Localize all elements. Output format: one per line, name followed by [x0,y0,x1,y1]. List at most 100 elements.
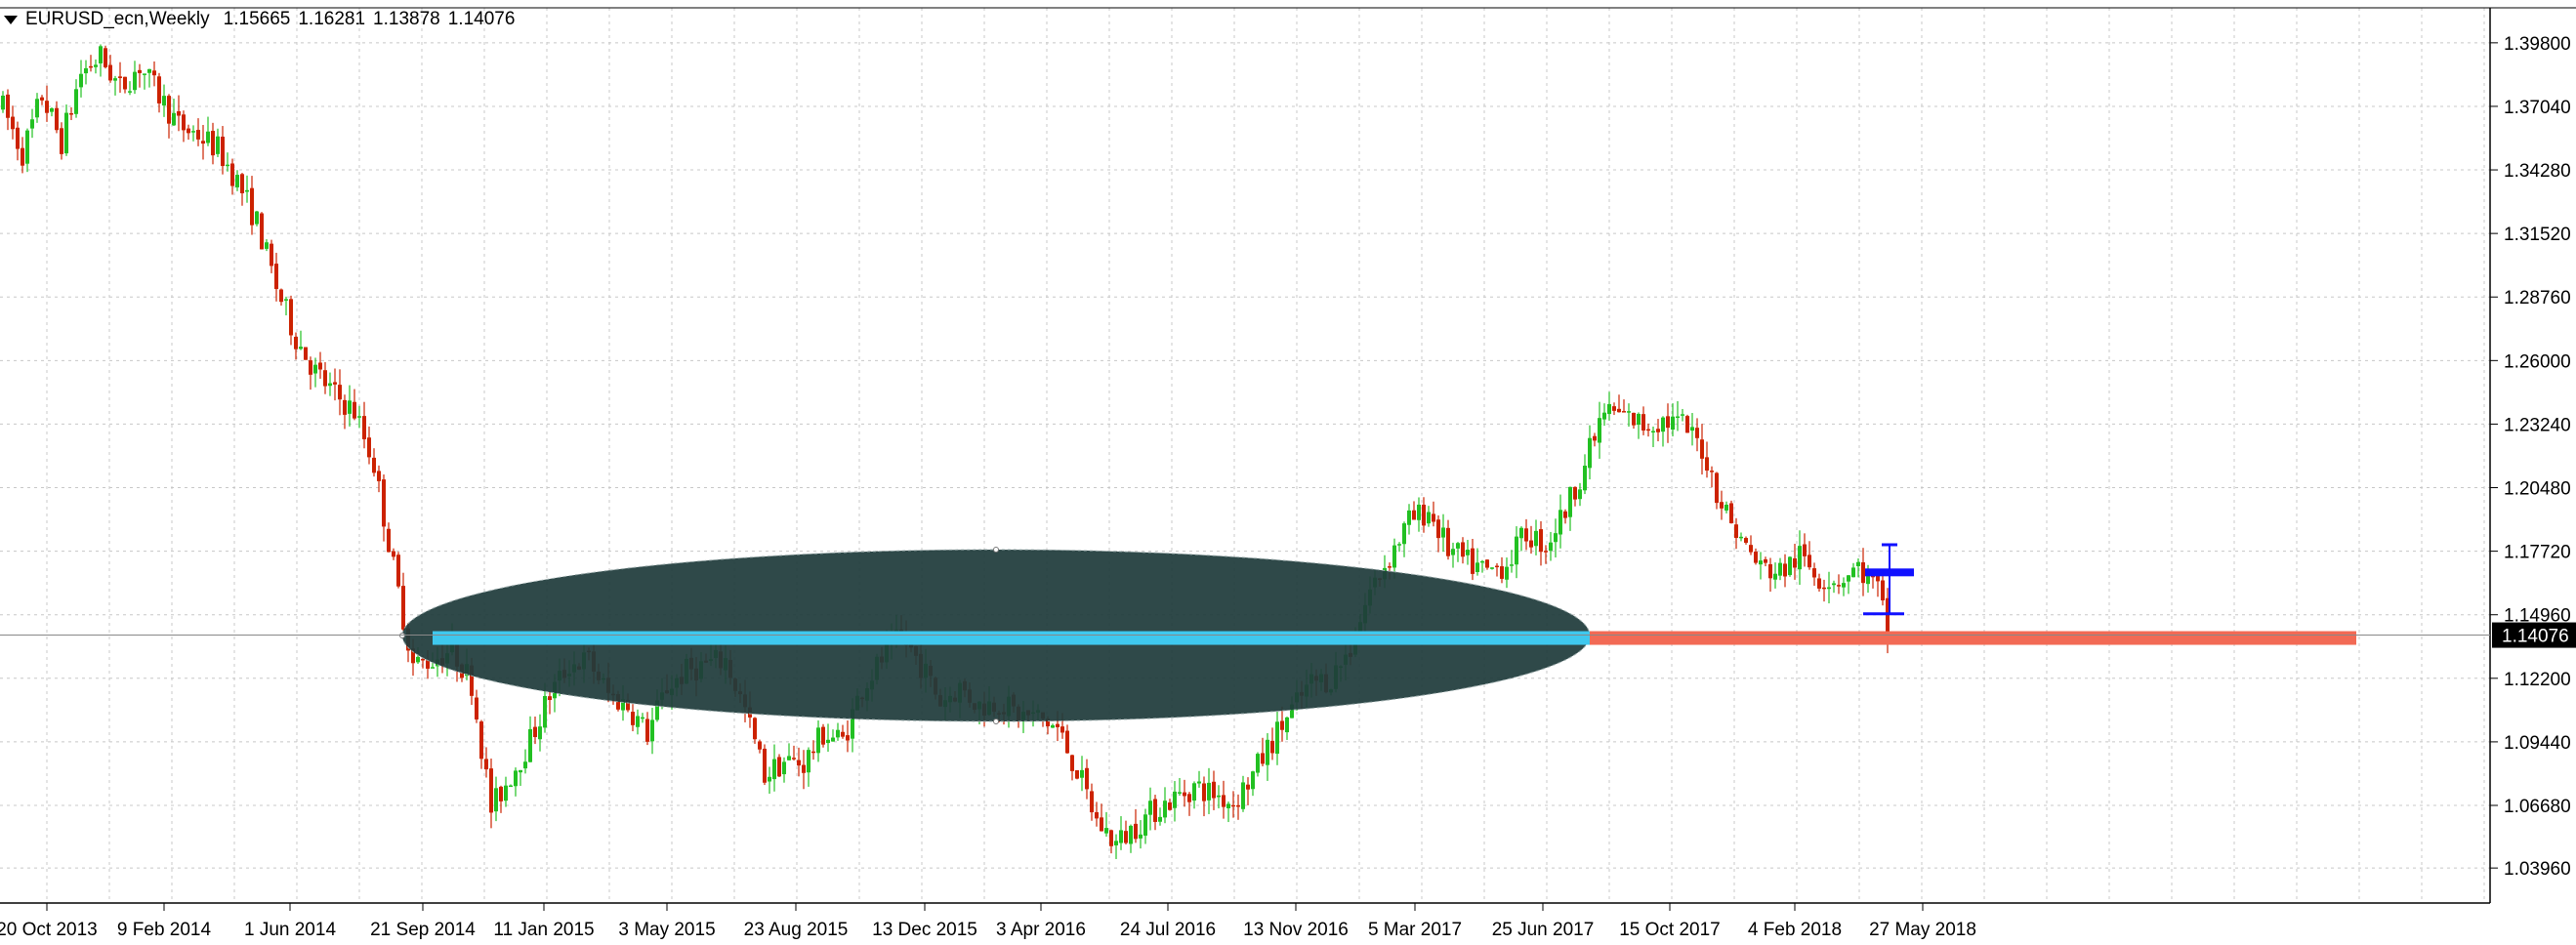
candle-body [1510,564,1514,566]
candle-body [1100,817,1103,832]
candle [631,704,635,732]
y-tick-label: 1.14960 [2504,606,2571,627]
candle-body [1724,504,1728,511]
candle-body [807,750,810,773]
candle-body [1280,720,1284,730]
candle [1471,538,1475,581]
candle [353,389,356,421]
candle-body [836,729,840,738]
candle [309,356,312,390]
candle-body [533,726,537,738]
candle-body [538,726,542,740]
candle [821,723,825,748]
candle [475,689,478,723]
candle [1192,781,1196,809]
candle-body [40,97,44,101]
candle [1729,500,1733,524]
candle [1881,575,1885,606]
candle [1168,799,1172,811]
candle-body [1778,562,1782,576]
candle [1856,557,1860,578]
candle-body [821,726,825,745]
candle [1246,777,1250,805]
x-tick-label: 27 May 2018 [1869,920,1976,940]
candle [138,63,142,88]
candle-body [1480,560,1484,563]
x-tick-label: 24 Jul 2016 [1120,920,1216,940]
candle [519,769,522,786]
candle-body [172,112,176,126]
candle-body [133,71,137,91]
candle [1080,756,1084,792]
candle-body [226,164,229,167]
candle [1822,579,1826,602]
candle-body [1436,519,1440,539]
candle-body [1886,597,1890,637]
candle [196,118,200,146]
chart-menu-arrow-icon[interactable] [4,15,18,24]
candle [1158,807,1162,826]
candle-body [543,695,547,728]
candle [11,105,15,140]
candle-body [1178,792,1182,794]
candle [509,784,513,788]
candle [362,401,366,449]
candle [1549,531,1553,561]
candle-body [1070,755,1074,771]
candle [401,572,405,639]
candle-body [1143,814,1147,836]
candle [1558,494,1562,549]
candle [1202,776,1206,817]
candle [1397,542,1401,553]
candle-body [343,399,347,415]
candle-body [494,788,498,812]
candles [1,44,1894,859]
candle-body [1612,406,1616,411]
candle-body [1554,533,1558,543]
candle [1153,795,1157,831]
candle-body [1417,504,1421,520]
candle-body [1783,563,1787,577]
candle-body [1578,489,1582,500]
candle [1065,724,1069,754]
candle [1807,541,1811,570]
candle [523,749,527,774]
position-marker [1863,543,1914,616]
candle-body [655,700,659,720]
y-tick-label: 1.26000 [2504,351,2571,372]
candle [1100,803,1103,832]
candle-body [1246,784,1250,790]
candle [1656,419,1660,442]
candle-body [1451,549,1455,555]
candle [1539,520,1543,566]
candle [494,776,498,822]
x-tick-label: 3 Apr 2016 [996,920,1086,940]
candle-body [1065,730,1069,754]
y-tick-label: 1.39800 [2504,34,2571,55]
candle-body [1690,427,1694,431]
candle-body [1109,830,1113,846]
candle-body [1773,573,1777,580]
candle-body [1588,437,1592,469]
candle-body [797,760,801,766]
ohlc-low: 1.13878 [373,9,440,29]
candle [1183,779,1186,807]
candle [504,776,508,807]
candle [1710,466,1714,488]
candle-body [411,648,415,664]
candle-body [1593,435,1597,441]
candle-body [55,107,59,131]
candle [1544,545,1548,564]
candle [265,239,269,252]
candle-body [274,264,278,290]
candle [1114,834,1118,859]
candle [1744,536,1748,545]
candle [1466,540,1470,565]
candle [1222,780,1226,819]
candle-body [1881,580,1885,600]
candle [1261,737,1265,767]
candle [1407,504,1411,535]
candle-body [152,70,156,76]
candle [1456,542,1460,562]
